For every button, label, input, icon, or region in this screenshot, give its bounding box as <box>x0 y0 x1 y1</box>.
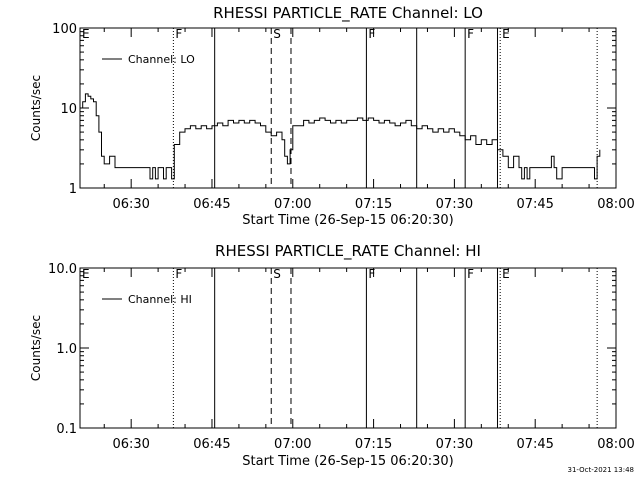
marker-label: E <box>82 267 90 281</box>
marker-label: S <box>273 267 281 281</box>
y-tick-label: 100 <box>52 22 77 37</box>
legend-entry: Channel: LO <box>128 53 195 66</box>
plot-frame <box>79 27 617 189</box>
plot-frame <box>79 267 617 429</box>
y-tick-label: 1.0 <box>56 342 77 357</box>
x-axis-label: Start Time (26-Sep-15 06:20:30) <box>242 454 453 469</box>
chart-title: RHESSI PARTICLE_RATE Channel: LO <box>213 4 483 23</box>
x-tick-label: 07:45 <box>516 437 553 452</box>
marker-label: F <box>368 267 375 281</box>
marker-label: S <box>273 27 281 41</box>
y-axis-label: Counts/sec <box>29 75 43 141</box>
marker-label: F <box>467 267 474 281</box>
y-tick-label: 1 <box>69 182 77 197</box>
footer-date: 31-Oct-2021 13:48 <box>567 466 634 474</box>
x-tick-label: 07:00 <box>274 197 311 212</box>
y-axis-label: Counts/sec <box>29 315 43 381</box>
x-tick-label: 08:00 <box>597 437 634 452</box>
x-tick-label: 06:30 <box>112 437 149 452</box>
chart-title: RHESSI PARTICLE_RATE Channel: HI <box>215 242 481 261</box>
x-tick-label: 06:45 <box>193 197 230 212</box>
y-tick-label: 0.1 <box>56 422 77 437</box>
series-line-channel-lo <box>80 93 601 180</box>
x-tick-label: 06:30 <box>112 197 149 212</box>
marker-label: F <box>467 27 474 41</box>
x-tick-label: 06:45 <box>193 437 230 452</box>
marker-label: F <box>175 267 182 281</box>
x-tick-label: 07:45 <box>516 197 553 212</box>
marker-label: E <box>82 27 90 41</box>
x-tick-label: 07:15 <box>355 197 392 212</box>
legend-entry: Channel: HI <box>128 293 192 306</box>
marker-label: F <box>175 27 182 41</box>
marker-label: E <box>502 27 510 41</box>
x-tick-label: 07:30 <box>436 437 473 452</box>
marker-label: E <box>502 267 510 281</box>
x-tick-label: 08:00 <box>597 197 634 212</box>
x-tick-label: 07:30 <box>436 197 473 212</box>
y-tick-label: 10.0 <box>48 262 77 277</box>
x-axis-label: Start Time (26-Sep-15 06:20:30) <box>242 213 453 228</box>
x-tick-label: 07:15 <box>355 437 392 452</box>
x-tick-label: 07:00 <box>274 437 311 452</box>
y-tick-label: 10 <box>60 102 77 117</box>
marker-label: F <box>368 27 375 41</box>
